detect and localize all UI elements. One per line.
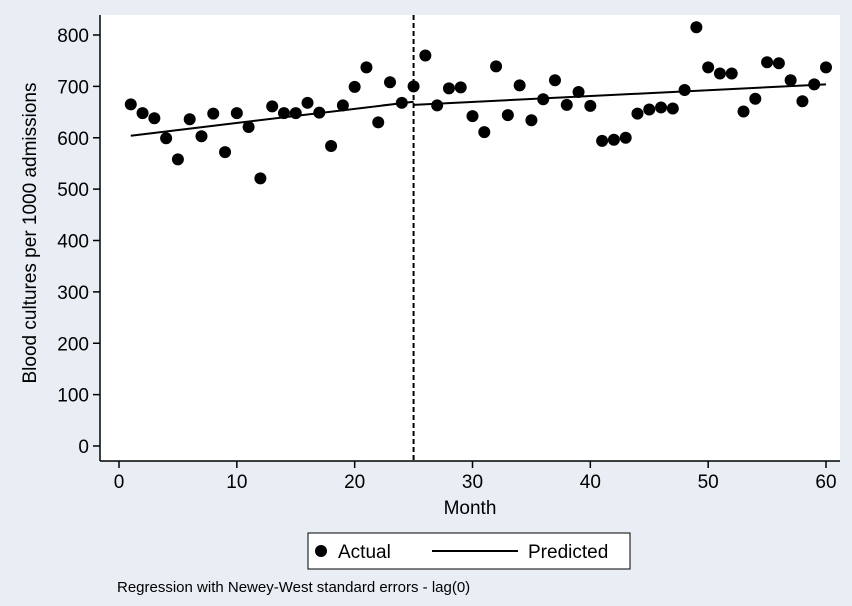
data-point (725, 67, 738, 80)
y-tick-label: 0 (78, 437, 89, 458)
data-point (772, 57, 785, 70)
data-point (195, 130, 208, 143)
data-point (395, 96, 408, 109)
data-point (301, 96, 314, 109)
legend: Actual Predicted (307, 532, 631, 570)
data-point (737, 105, 750, 118)
data-point (584, 99, 597, 112)
data-point (254, 172, 267, 185)
data-point (160, 132, 173, 145)
legend-label-actual: Actual (338, 542, 391, 563)
y-tick-label: 500 (57, 180, 89, 201)
data-point (525, 114, 538, 127)
y-tick-label: 400 (57, 232, 89, 253)
data-point (784, 74, 797, 87)
data-point (431, 99, 444, 112)
data-point (808, 78, 821, 91)
data-point (207, 107, 220, 120)
data-point (360, 61, 373, 74)
data-point (537, 93, 550, 106)
data-point (560, 98, 573, 111)
legend-box (307, 532, 631, 570)
y-axis-label: Blood cultures per 1000 admissions (20, 82, 41, 383)
data-point (266, 100, 279, 113)
data-point (643, 103, 656, 116)
data-point (407, 80, 420, 93)
data-point (513, 79, 526, 92)
x-tick-label: 50 (698, 472, 719, 493)
data-point (572, 86, 585, 99)
data-point (478, 126, 491, 139)
data-point (501, 109, 514, 122)
data-point (796, 95, 809, 108)
data-point (678, 83, 691, 96)
data-point (289, 107, 302, 120)
y-tick-label: 600 (57, 129, 89, 150)
data-point (277, 107, 290, 120)
x-tick-label: 10 (226, 472, 247, 493)
data-point (761, 56, 774, 69)
y-tick-label: 700 (57, 77, 89, 98)
data-point (372, 116, 385, 129)
data-point (242, 120, 255, 133)
data-point (749, 92, 762, 105)
data-point (666, 102, 679, 115)
data-point (490, 60, 503, 73)
data-point (596, 134, 609, 147)
data-point (148, 112, 161, 125)
predicted-line-segment (413, 83, 827, 106)
legend-marker-actual (315, 545, 327, 557)
y-tick-label: 100 (57, 386, 89, 407)
x-tick-label: 30 (462, 472, 483, 493)
data-point (454, 81, 467, 94)
data-point (690, 21, 703, 34)
plot-area (100, 15, 840, 461)
data-point (230, 107, 243, 120)
data-point (619, 131, 632, 144)
data-point (466, 110, 479, 123)
y-tick-label: 800 (57, 26, 89, 47)
x-tick-label: 0 (114, 472, 125, 493)
data-point (325, 139, 338, 152)
data-point (336, 99, 349, 112)
legend-label-predicted: Predicted (528, 542, 608, 563)
data-point (124, 98, 137, 111)
data-point (171, 153, 184, 166)
data-point (136, 107, 149, 120)
data-point (713, 67, 726, 80)
y-tick-label: 300 (57, 283, 89, 304)
data-point (655, 101, 668, 114)
data-point (348, 80, 361, 93)
x-tick-label: 60 (815, 472, 836, 493)
x-tick-label: 40 (580, 472, 601, 493)
data-point (820, 61, 832, 74)
chart-note: Regression with Newey-West standard erro… (117, 579, 470, 596)
y-tick-label: 200 (57, 334, 89, 355)
data-point (442, 82, 455, 95)
data-point (702, 61, 715, 74)
data-point (384, 76, 397, 89)
x-tick-label: 20 (344, 472, 365, 493)
data-point (313, 106, 326, 119)
predicted-line-segment (130, 100, 414, 137)
data-point (183, 113, 196, 126)
data-point (548, 74, 561, 87)
data-point (419, 49, 432, 62)
data-point (219, 146, 232, 159)
data-point (607, 133, 620, 146)
x-axis-label: Month (444, 498, 497, 519)
data-point (631, 107, 644, 120)
